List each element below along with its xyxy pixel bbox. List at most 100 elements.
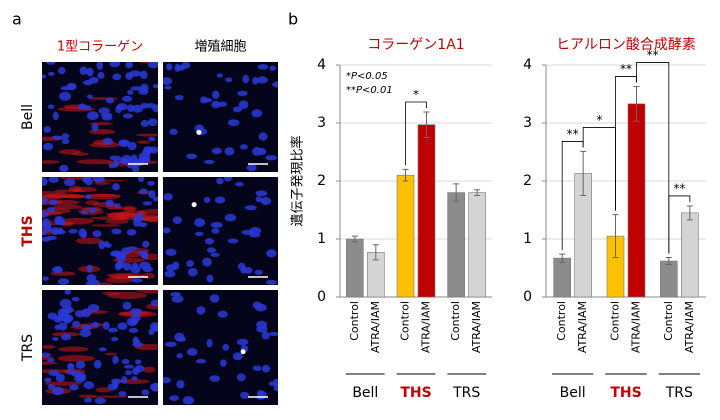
- bar: [553, 257, 571, 298]
- nucleus: [128, 328, 139, 333]
- nucleus: [218, 101, 228, 107]
- y-tick-label: 1: [317, 231, 326, 247]
- nucleus: [42, 210, 49, 218]
- nucleus: [123, 364, 135, 369]
- error-bar: [612, 214, 619, 259]
- nucleus: [169, 395, 179, 402]
- nucleus: [47, 206, 56, 213]
- y-tick-label: 0: [523, 289, 532, 305]
- nucleus: [66, 82, 76, 91]
- nucleus: [66, 370, 75, 375]
- nucleus: [196, 306, 206, 315]
- nucleus: [46, 358, 55, 363]
- collagen: [58, 346, 89, 352]
- group-label: THS: [400, 385, 431, 401]
- nucleus: [131, 376, 138, 381]
- nucleus: [68, 228, 78, 234]
- collagen: [136, 290, 158, 294]
- nucleus: [171, 295, 184, 303]
- nucleus: [58, 322, 68, 331]
- nucleus: [85, 281, 94, 285]
- nucleus: [107, 383, 118, 391]
- nucleus: [257, 64, 269, 70]
- nucleus: [96, 62, 104, 70]
- nucleus: [132, 367, 140, 375]
- y-tick-label: 4: [317, 57, 326, 73]
- nucleus: [122, 95, 133, 102]
- nucleus: [59, 91, 71, 101]
- nucleus: [110, 250, 121, 257]
- nucleus: [108, 163, 116, 169]
- collagen: [104, 352, 118, 356]
- significance-label: *: [596, 113, 602, 127]
- collagen: [91, 395, 129, 398]
- significance-label: **: [647, 48, 659, 62]
- y-tick-label: 1: [523, 231, 532, 247]
- nucleus: [127, 141, 137, 151]
- nucleus: [97, 71, 105, 79]
- nucleus: [86, 94, 93, 99]
- nucleus: [164, 341, 177, 347]
- collagen: [136, 133, 158, 137]
- nucleus: [147, 62, 158, 69]
- collagen: [90, 224, 122, 227]
- nucleus: [148, 328, 155, 336]
- significance-label: *: [413, 87, 419, 101]
- x-tick-label: ATRA/IAM: [683, 301, 696, 353]
- nucleus: [252, 77, 259, 85]
- nucleus: [256, 320, 268, 330]
- nucleus: [79, 329, 92, 338]
- collagen: [101, 291, 121, 296]
- collagen: [42, 344, 56, 350]
- nucleus: [109, 62, 121, 68]
- note: **P<0.01: [346, 85, 393, 96]
- collagen: [95, 387, 112, 393]
- nucleus: [125, 246, 138, 251]
- collagen: [105, 218, 129, 224]
- nucleus: [232, 106, 243, 113]
- nucleus: [176, 380, 185, 389]
- collagen: [86, 179, 125, 182]
- nucleus: [48, 71, 55, 76]
- nucleus: [42, 142, 54, 151]
- panel-label: a: [12, 10, 22, 29]
- marker-cell: [191, 202, 197, 208]
- y-tick-label: 3: [317, 115, 326, 131]
- nucleus: [63, 316, 72, 324]
- nucleus: [130, 308, 142, 315]
- error-bar: [665, 257, 672, 266]
- error-bar: [633, 85, 640, 122]
- nucleus: [92, 177, 105, 183]
- nucleus: [75, 360, 86, 369]
- nucleus: [236, 338, 249, 346]
- nucleus: [138, 177, 145, 183]
- nucleus: [272, 81, 278, 88]
- nucleus: [118, 140, 129, 145]
- nucleus: [43, 126, 51, 133]
- nucleus: [127, 89, 134, 95]
- nucleus: [42, 217, 50, 227]
- nucleus: [224, 213, 237, 222]
- nucleus: [43, 224, 52, 233]
- nucleus: [194, 231, 204, 236]
- nucleus: [203, 97, 212, 103]
- nucleus: [47, 312, 58, 320]
- x-tick-label: Control: [609, 301, 622, 341]
- nucleus: [206, 247, 216, 253]
- nucleus: [204, 238, 215, 245]
- marker-cell: [240, 349, 246, 355]
- collagen: [42, 160, 60, 164]
- note: *P<0.05: [346, 71, 388, 82]
- collagen: [123, 205, 136, 212]
- collagen: [75, 237, 103, 245]
- nucleus: [227, 238, 239, 244]
- x-tick-label: ATRA/IAM: [576, 301, 589, 353]
- nucleus: [42, 352, 51, 358]
- nucleus: [126, 229, 137, 236]
- nucleus: [163, 193, 173, 201]
- nucleus: [86, 67, 94, 77]
- nucleus: [106, 97, 115, 104]
- nucleus: [105, 199, 114, 207]
- group-label: Bell: [560, 385, 586, 401]
- nucleus: [211, 100, 221, 109]
